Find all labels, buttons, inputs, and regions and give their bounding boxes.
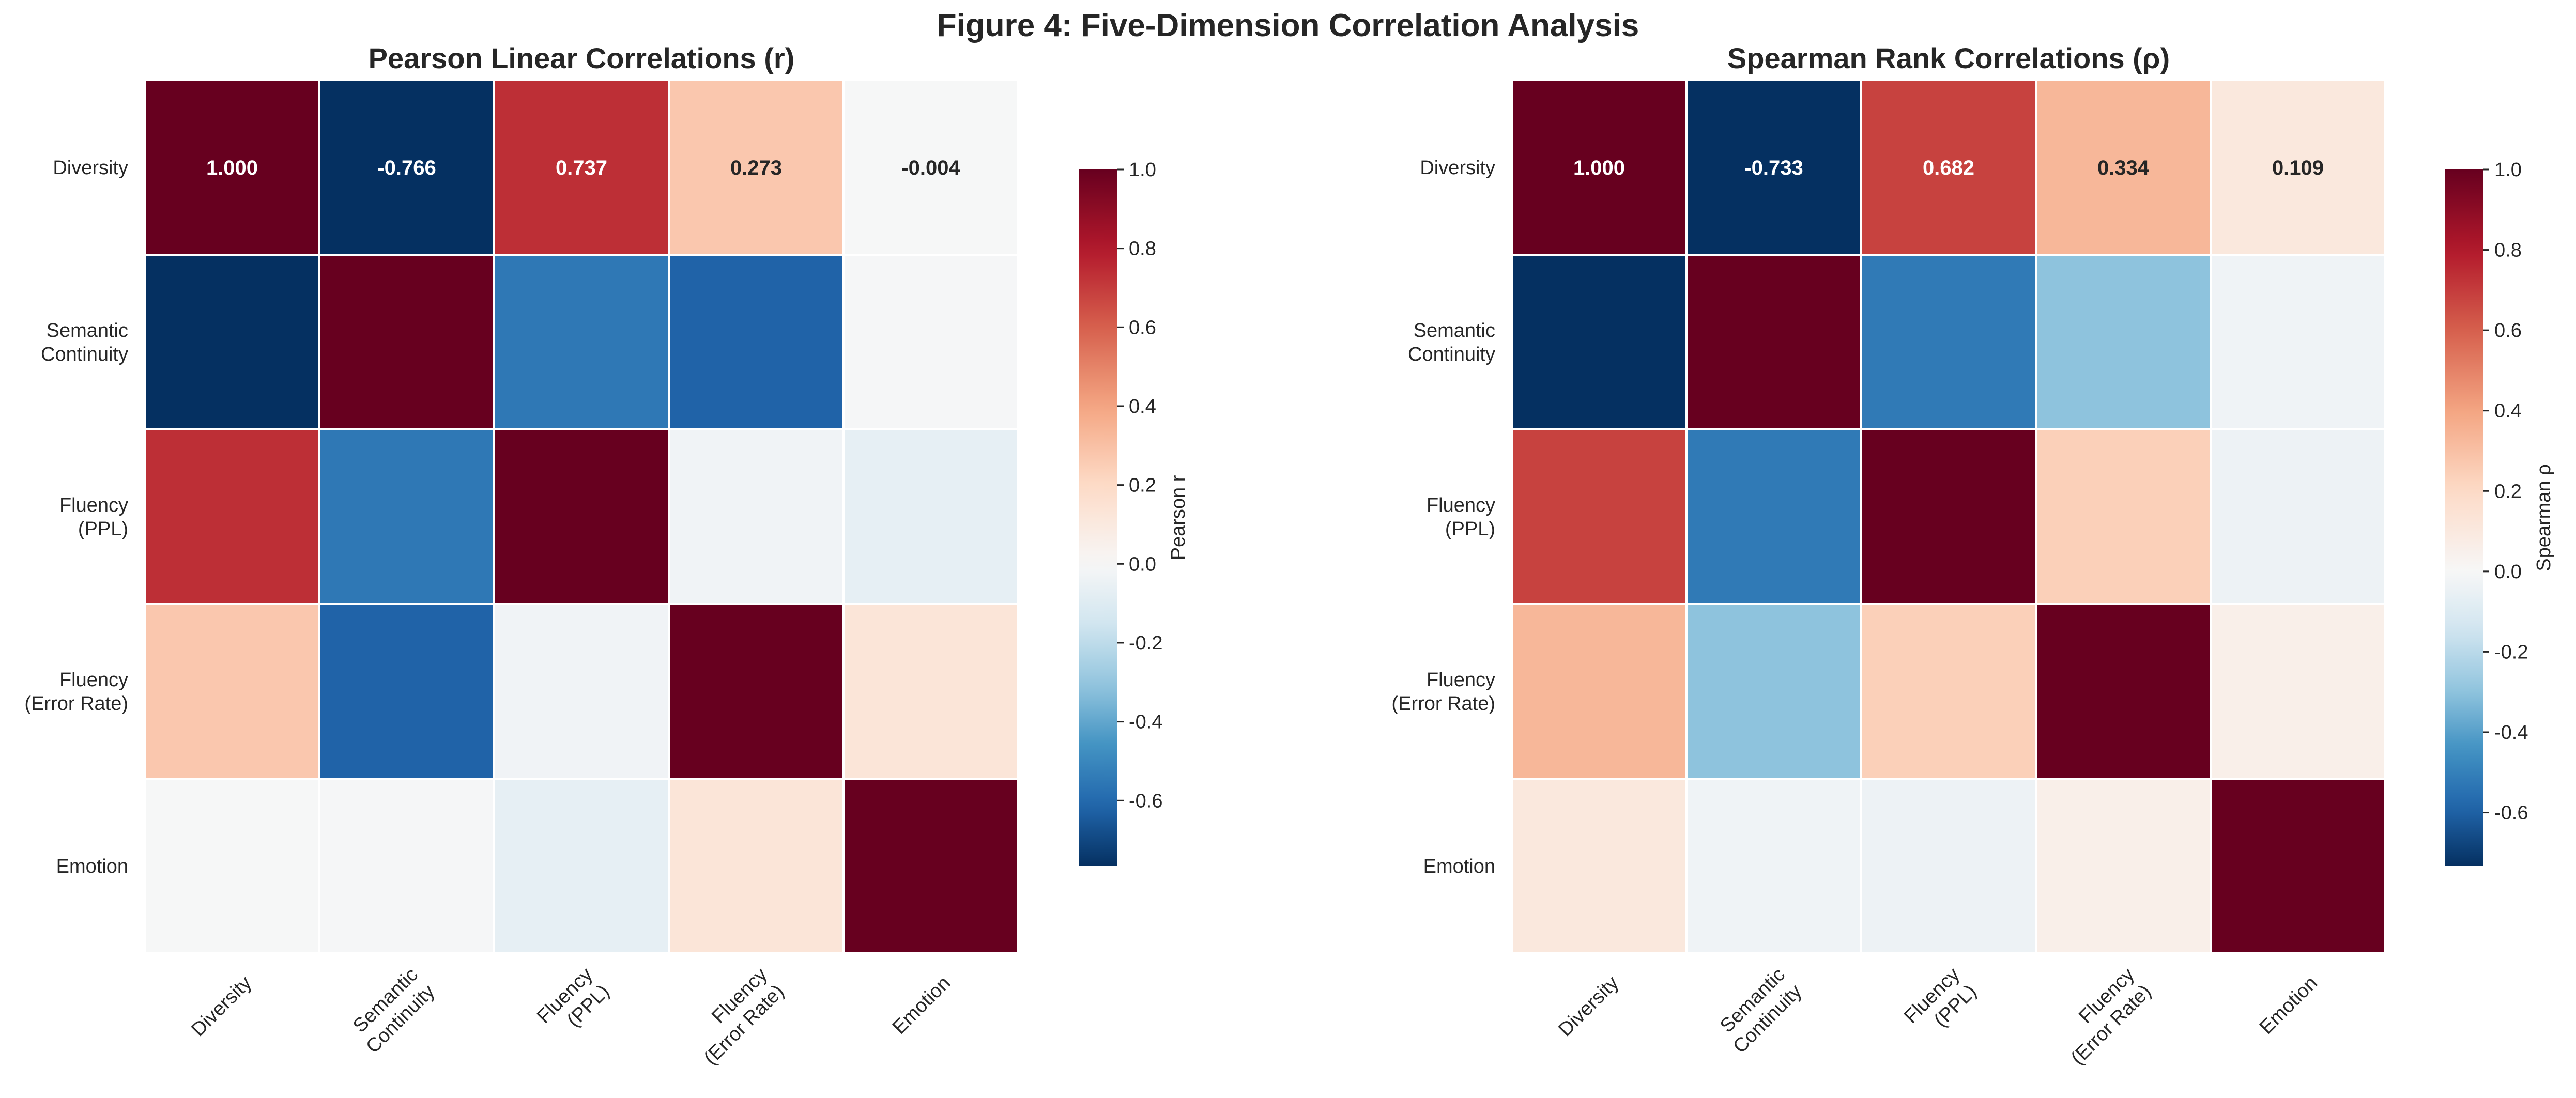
spearman-cell-r0-c0 xyxy=(1511,79,1688,256)
spearman-colorbar-tick-label-4: 0.2 xyxy=(2494,481,2522,502)
spearman-colorbar-label: Spearman ρ xyxy=(2533,464,2555,571)
pearson-cell-r4-c3 xyxy=(668,778,845,954)
spearman-annotation-4: 0.109 xyxy=(2272,157,2324,179)
pearson-cell-r3-c4 xyxy=(842,603,1019,780)
spearman-cell-r2-c0 xyxy=(1511,428,1688,605)
spearman-cell-r2-c4 xyxy=(2210,428,2386,605)
spearman-cell-r3-c3 xyxy=(2035,603,2212,780)
spearman-colorbar-tick-label-2: 0.6 xyxy=(2494,320,2522,342)
spearman-cell-r4-c1 xyxy=(1685,778,1862,954)
pearson-cell-r1-c2 xyxy=(493,254,670,430)
spearman-y-tick-label-3: Fluency (Error Rate) xyxy=(1391,669,1495,715)
spearman-annotation-1: -0.733 xyxy=(1744,157,1803,179)
spearman-heatmap-panel: Spearman Rank Correlations (ρ) 1.000 -0.73… xyxy=(1391,42,2555,1069)
pearson-cell-r2-c4 xyxy=(842,428,1019,605)
spearman-colorbar-tick-label-7: -0.4 xyxy=(2494,722,2528,744)
pearson-cell-r3-c0 xyxy=(144,603,320,780)
pearson-colorbar-tick-label-8: -0.6 xyxy=(1129,790,1162,812)
pearson-annotation-2: 0.737 xyxy=(556,157,607,179)
pearson-y-tick-label-0: Diversity xyxy=(53,157,128,179)
pearson-colorbar-tick-label-1: 0.8 xyxy=(1129,238,1156,260)
pearson-y-tick-label-2: Fluency (PPL) xyxy=(59,494,128,540)
pearson-y-tick-label-4: Emotion xyxy=(56,856,128,877)
figure-title: Figure 4: Five-Dimension Correlation Ana… xyxy=(937,8,1639,43)
pearson-colorbar-tick-label-4: 0.2 xyxy=(1129,475,1156,497)
pearson-colorbar-tick-label-5: 0.0 xyxy=(1129,553,1156,575)
pearson-y-tick-label-1: Semantic Continuity xyxy=(41,320,128,365)
pearson-cell-r2-c3 xyxy=(668,428,845,605)
spearman-cell-r4-c2 xyxy=(1860,778,2037,954)
spearman-cell-r2-c2 xyxy=(1860,428,2037,605)
spearman-cell-r1-c2 xyxy=(1860,254,2037,430)
pearson-colorbar-tick-label-2: 0.6 xyxy=(1129,317,1156,338)
spearman-y-tick-label-2: Fluency (PPL) xyxy=(1427,494,1495,540)
spearman-colorbar-tick-label-1: 0.8 xyxy=(2494,240,2522,261)
pearson-cell-r3-c3 xyxy=(668,603,845,780)
pearson-cell-r3-c2 xyxy=(493,603,670,780)
spearman-annotation-0: 1.000 xyxy=(1573,157,1625,179)
pearson-cell-r0-c2 xyxy=(493,79,670,256)
spearman-annotation-3: 0.334 xyxy=(2097,157,2150,179)
spearman-colorbar-tick-label-6: -0.2 xyxy=(2494,641,2528,663)
pearson-colorbar-tick-label-7: -0.4 xyxy=(1129,712,1162,733)
pearson-heatmap-panel: Pearson Linear Correlations (r) 1.000 -0.7… xyxy=(24,42,1189,1069)
pearson-colorbar-tick-label-0: 1.0 xyxy=(1129,159,1156,181)
pearson-annotation-4: -0.004 xyxy=(901,157,960,179)
pearson-cell-r4-c4 xyxy=(842,778,1019,954)
spearman-cell-r1-c0 xyxy=(1511,254,1688,430)
spearman-cell-r4-c4 xyxy=(2210,778,2386,954)
spearman-cell-r1-c4 xyxy=(2210,254,2386,430)
spearman-cell-r4-c3 xyxy=(2035,778,2212,954)
spearman-y-tick-label-0: Diversity xyxy=(1420,157,1495,179)
spearman-colorbar-tick-label-0: 1.0 xyxy=(2494,159,2522,181)
spearman-cell-r2-c1 xyxy=(1685,428,1862,605)
pearson-cell-r1-c0 xyxy=(144,254,320,430)
spearman-cell-r0-c4 xyxy=(2210,79,2386,256)
spearman-y-tick-label-4: Emotion xyxy=(1423,856,1495,877)
pearson-colorbar-label: Pearson r xyxy=(1168,475,1189,560)
spearman-cell-r3-c0 xyxy=(1511,603,1688,780)
pearson-annotation-3: 0.273 xyxy=(730,157,782,179)
pearson-cell-r2-c1 xyxy=(318,428,495,605)
pearson-colorbar-tick-label-3: 0.4 xyxy=(1129,396,1156,417)
pearson-cell-r0-c1 xyxy=(318,79,495,256)
spearman-cell-r4-c0 xyxy=(1511,778,1688,954)
spearman-cell-r1-c1 xyxy=(1685,254,1862,430)
spearman-colorbar-tick-label-8: -0.6 xyxy=(2494,802,2528,824)
pearson-colorbar xyxy=(1079,169,1117,866)
spearman-colorbar xyxy=(2445,169,2483,866)
pearson-cell-r2-c0 xyxy=(144,428,320,605)
pearson-cell-r4-c2 xyxy=(493,778,670,954)
spearman-chart-title: Spearman Rank Correlations (ρ) xyxy=(1727,42,2170,74)
pearson-y-tick-label-3: Fluency (Error Rate) xyxy=(24,669,128,715)
pearson-cell-r3-c1 xyxy=(318,603,495,780)
pearson-cell-r2-c2 xyxy=(493,428,670,605)
pearson-cell-r1-c1 xyxy=(318,254,495,430)
pearson-cell-r0-c0 xyxy=(144,79,320,256)
spearman-cell-r0-c2 xyxy=(1860,79,2037,256)
pearson-chart-title: Pearson Linear Correlations (r) xyxy=(369,42,795,74)
pearson-cell-r4-c0 xyxy=(144,778,320,954)
pearson-cell-r4-c1 xyxy=(318,778,495,954)
spearman-cell-r2-c3 xyxy=(2035,428,2212,605)
spearman-annotation-2: 0.682 xyxy=(1923,157,1974,179)
pearson-annotation-0: 1.000 xyxy=(206,157,258,179)
spearman-cell-r3-c4 xyxy=(2210,603,2386,780)
pearson-cell-r1-c3 xyxy=(668,254,845,430)
spearman-cell-r3-c1 xyxy=(1685,603,1862,780)
pearson-annotation-1: -0.766 xyxy=(377,157,436,179)
spearman-colorbar-tick-label-5: 0.0 xyxy=(2494,561,2522,583)
pearson-colorbar-tick-label-6: -0.2 xyxy=(1129,632,1162,654)
spearman-cell-r0-c3 xyxy=(2035,79,2212,256)
pearson-cell-r1-c4 xyxy=(842,254,1019,430)
spearman-y-tick-label-1: Semantic Continuity xyxy=(1408,320,1495,365)
spearman-cell-r3-c2 xyxy=(1860,603,2037,780)
spearman-colorbar-tick-label-3: 0.4 xyxy=(2494,400,2522,422)
spearman-cell-r1-c3 xyxy=(2035,254,2212,430)
